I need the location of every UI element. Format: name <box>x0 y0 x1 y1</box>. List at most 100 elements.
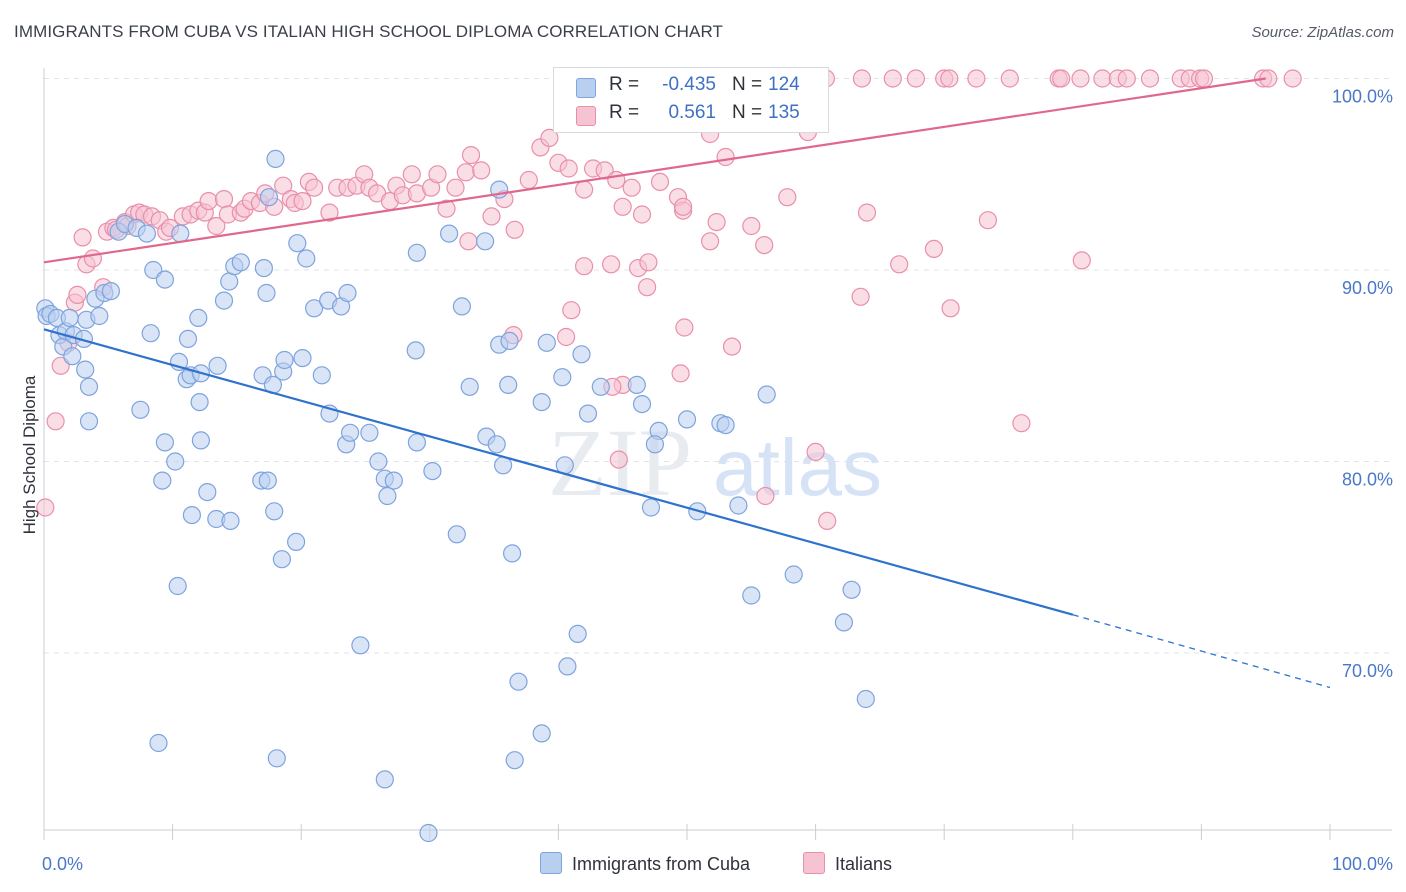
cuba-point <box>258 471 277 490</box>
italians-point <box>1283 69 1302 88</box>
cuba-point <box>558 657 577 676</box>
cuba-point <box>189 308 208 327</box>
cuba-point <box>149 733 168 753</box>
cuba-point <box>423 462 442 481</box>
cuba-point <box>378 486 397 506</box>
cuba-point <box>716 416 735 435</box>
cuba-point <box>369 452 388 471</box>
cuba-point <box>460 377 479 396</box>
cuba-point <box>272 550 291 569</box>
cuba-point <box>784 565 803 584</box>
italians-point <box>305 178 324 197</box>
italians-point <box>941 299 960 318</box>
cuba-point <box>440 224 459 243</box>
cuba-point <box>141 324 160 343</box>
italians-point <box>402 165 421 184</box>
cuba-point <box>757 385 776 404</box>
cuba-point <box>171 224 190 243</box>
italians-point <box>456 163 475 182</box>
grid-lines <box>44 78 1392 654</box>
trend-lines <box>43 77 1331 689</box>
italians-point <box>559 159 578 178</box>
cuba-point <box>375 770 394 789</box>
italians-point <box>1140 69 1160 88</box>
x-tick-label: 0.0% <box>42 854 83 874</box>
cuba-point <box>266 149 285 168</box>
legend-label-italians: Italians <box>835 854 893 874</box>
cuba-point <box>79 377 99 396</box>
italians-point <box>68 285 87 304</box>
italians-point <box>1194 69 1214 88</box>
cuba-points <box>36 149 875 843</box>
italians-point <box>446 178 465 197</box>
cuba-point <box>259 188 279 207</box>
cuba-point <box>641 498 661 517</box>
italians-point <box>940 69 959 88</box>
italians-point <box>906 69 926 88</box>
cuba-point <box>406 341 425 360</box>
cuba-point <box>553 368 572 387</box>
cuba-point <box>591 377 610 396</box>
cuba-point <box>214 291 234 310</box>
italians-point <box>978 211 998 230</box>
axes <box>43 68 1392 840</box>
italians-point <box>505 220 524 239</box>
cuba-trend-extension <box>1072 614 1331 689</box>
italians-point <box>883 69 902 88</box>
cuba-point <box>305 299 324 318</box>
italians-point <box>1117 69 1136 88</box>
italians-point <box>675 318 694 337</box>
cuba-point <box>338 283 357 303</box>
italians-point <box>1012 414 1031 433</box>
cuba-point <box>312 366 331 385</box>
italians-point <box>574 257 594 276</box>
cuba-point <box>293 349 312 368</box>
cuba-point <box>532 393 551 412</box>
italians-point <box>778 188 797 207</box>
x-tick-label: 100.0% <box>1332 854 1393 874</box>
italians-point <box>320 203 339 222</box>
y-tick-label: 80.0% <box>1342 470 1393 490</box>
cuba-point <box>287 532 306 552</box>
cuba-point <box>578 404 598 423</box>
cuba-point <box>537 333 556 352</box>
cuba-point <box>297 249 316 268</box>
italians-point <box>650 172 670 191</box>
italians-point <box>83 249 103 268</box>
cuba-point <box>265 502 284 521</box>
legend-swatch-cuba <box>540 852 562 874</box>
legend-r-value: -0.435 <box>662 74 716 95</box>
cuba-point <box>476 232 495 251</box>
italians-point <box>967 69 986 88</box>
italians-point <box>36 498 55 517</box>
cuba-point <box>190 393 209 412</box>
cuba-point <box>267 749 286 768</box>
cuba-point <box>131 400 150 419</box>
italians-point <box>924 239 944 258</box>
y-tick-label: 100.0% <box>1332 87 1393 107</box>
cuba-point <box>257 283 276 303</box>
cuba-point <box>101 282 121 301</box>
cuba-point <box>856 689 875 709</box>
cuba-point <box>231 253 250 272</box>
legend-r-label: R = <box>609 74 640 95</box>
italians-point <box>818 511 837 531</box>
cuba-point <box>191 431 210 450</box>
italians-point <box>214 190 234 209</box>
cuba-point <box>155 270 174 289</box>
cuba-point <box>90 306 109 326</box>
legend-item-cuba: Immigrants from Cuba <box>540 852 750 876</box>
cuba-point <box>742 586 761 605</box>
italians-point <box>46 412 65 431</box>
legend-n-value: 124 <box>768 74 800 95</box>
cuba-point <box>452 297 471 316</box>
italians-point <box>1071 69 1090 88</box>
cuba-point <box>198 483 217 502</box>
cuba-point <box>178 329 198 348</box>
italians-point <box>639 253 658 272</box>
cuba-point <box>360 423 379 442</box>
cuba-point <box>499 375 518 394</box>
y-tick-label: 70.0% <box>1342 661 1393 681</box>
italians-point <box>857 203 877 222</box>
